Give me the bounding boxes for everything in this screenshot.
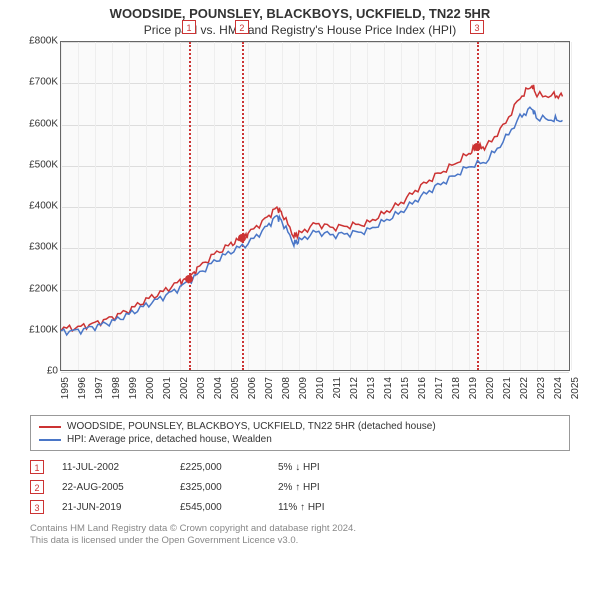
attribution: Contains HM Land Registry data © Crown c… (30, 523, 570, 548)
event-id-box: 2 (30, 480, 44, 494)
y-tick-label: £200K (29, 283, 58, 294)
legend-row: WOODSIDE, POUNSLEY, BLACKBOYS, UCKFIELD,… (39, 420, 561, 433)
legend-label: HPI: Average price, detached house, Weal… (67, 434, 272, 445)
y-tick-label: £600K (29, 118, 58, 129)
x-tick-label: 2009 (298, 377, 309, 399)
event-date: 21-JUN-2019 (62, 502, 162, 513)
x-tick-label: 2025 (570, 377, 581, 399)
x-tick-label: 2014 (383, 377, 394, 399)
event-price: £545,000 (180, 502, 260, 513)
legend-row: HPI: Average price, detached house, Weal… (39, 433, 561, 446)
chart-title: WOODSIDE, POUNSLEY, BLACKBOYS, UCKFIELD,… (0, 0, 600, 21)
x-tick-label: 1998 (111, 377, 122, 399)
x-tick-label: 2019 (468, 377, 479, 399)
event-hpi-delta: 11% ↑ HPI (278, 502, 368, 513)
line-layer (61, 42, 571, 372)
x-tick-label: 2024 (553, 377, 564, 399)
x-tick-label: 2001 (162, 377, 173, 399)
x-tick-label: 2007 (264, 377, 275, 399)
x-tick-label: 2006 (247, 377, 258, 399)
attribution-line1: Contains HM Land Registry data © Crown c… (30, 523, 570, 535)
x-tick-label: 2012 (349, 377, 360, 399)
y-tick-label: £0 (47, 366, 58, 377)
event-date: 11-JUL-2002 (62, 462, 162, 473)
x-tick-label: 2013 (366, 377, 377, 399)
chart-area: 123 1995 1996 1997 1998 1999 2000 2001 2002 2003… (10, 41, 570, 409)
event-marker-dot (185, 275, 193, 283)
event-row: 1 11-JUL-2002 £225,000 5% ↓ HPI (30, 457, 570, 477)
event-hpi-delta: 5% ↓ HPI (278, 462, 368, 473)
y-tick-label: £300K (29, 242, 58, 253)
x-tick-label: 2010 (315, 377, 326, 399)
legend-swatch (39, 426, 61, 428)
x-tick-label: 2023 (536, 377, 547, 399)
x-tick-label: 2004 (213, 377, 224, 399)
x-tick-label: 2018 (451, 377, 462, 399)
y-tick-label: £500K (29, 159, 58, 170)
x-tick-label: 2016 (417, 377, 428, 399)
event-id-box: 1 (30, 460, 44, 474)
x-tick-label: 1995 (60, 377, 71, 399)
series-hpi (61, 107, 563, 335)
series-property (61, 85, 563, 331)
x-axis-labels: 1995 1996 1997 1998 1999 2000 2001 2002 2003 2004… (60, 373, 570, 409)
event-table: 1 11-JUL-2002 £225,000 5% ↓ HPI 2 22-AUG-2005… (30, 457, 570, 517)
x-tick-label: 1997 (94, 377, 105, 399)
event-date: 22-AUG-2005 (62, 482, 162, 493)
x-tick-label: 2008 (281, 377, 292, 399)
event-id-box: 3 (30, 500, 44, 514)
event-row: 3 21-JUN-2019 £545,000 11% ↑ HPI (30, 497, 570, 517)
x-tick-label: 2000 (145, 377, 156, 399)
event-row: 2 22-AUG-2005 £325,000 2% ↑ HPI (30, 477, 570, 497)
y-tick-label: £400K (29, 201, 58, 212)
event-marker-dot (238, 234, 246, 242)
x-tick-label: 1999 (128, 377, 139, 399)
event-marker-dot (473, 143, 481, 151)
attribution-line2: This data is licensed under the Open Gov… (30, 535, 570, 547)
x-tick-label: 2017 (434, 377, 445, 399)
x-tick-label: 2022 (519, 377, 530, 399)
x-tick-label: 1996 (77, 377, 88, 399)
x-tick-label: 2021 (502, 377, 513, 399)
y-tick-label: £800K (29, 36, 58, 47)
x-tick-label: 2011 (332, 377, 343, 399)
event-price: £325,000 (180, 482, 260, 493)
event-marker-box: 1 (182, 20, 196, 34)
legend: WOODSIDE, POUNSLEY, BLACKBOYS, UCKFIELD,… (30, 415, 570, 451)
y-tick-label: £100K (29, 324, 58, 335)
legend-label: WOODSIDE, POUNSLEY, BLACKBOYS, UCKFIELD,… (67, 421, 436, 432)
event-price: £225,000 (180, 462, 260, 473)
x-tick-label: 2002 (179, 377, 190, 399)
chart-subtitle: Price paid vs. HM Land Registry's House … (0, 21, 600, 41)
x-tick-label: 2020 (485, 377, 496, 399)
gridline-v (571, 42, 572, 370)
event-marker-box: 2 (235, 20, 249, 34)
y-tick-label: £700K (29, 77, 58, 88)
event-marker-box: 3 (470, 20, 484, 34)
x-tick-label: 2003 (196, 377, 207, 399)
x-tick-label: 2005 (230, 377, 241, 399)
plot-region: 123 (60, 41, 570, 371)
legend-swatch (39, 439, 61, 441)
x-tick-label: 2015 (400, 377, 411, 399)
event-hpi-delta: 2% ↑ HPI (278, 482, 368, 493)
